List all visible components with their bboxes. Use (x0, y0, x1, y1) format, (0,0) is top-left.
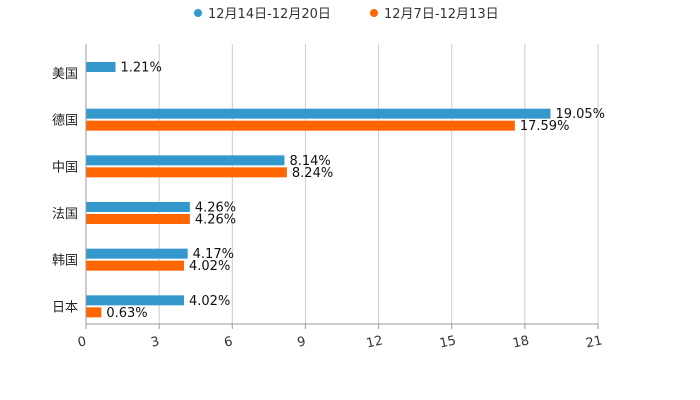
bar-s1-3 (86, 214, 190, 224)
legend-label-1: 12月7日-12月13日 (384, 7, 499, 22)
data-label-s0-0: 1.21% (121, 61, 162, 76)
x-tick-label-12: 12 (365, 333, 384, 351)
x-tick-label-0: 0 (76, 334, 87, 350)
y-category-label-2: 中国 (52, 160, 78, 175)
y-category-label-3: 法国 (52, 207, 78, 222)
x-tick-label-9: 9 (296, 334, 307, 350)
data-label-s1-4: 4.02% (189, 259, 230, 274)
data-label-s0-4: 4.17% (193, 247, 234, 262)
data-label-s0-3: 4.26% (195, 201, 236, 216)
chart-legend: 12月14日-12月20日 12月7日-12月13日 (194, 7, 499, 22)
legend-label-0: 12月14日-12月20日 (208, 7, 331, 22)
y-category-label-1: 德国 (52, 114, 78, 129)
chart-grid (85, 44, 599, 324)
bar-s0-0 (86, 62, 116, 72)
data-label-s1-3: 4.26% (195, 213, 236, 228)
bar-s1-4 (86, 260, 185, 271)
data-label-s0-1: 19.05% (555, 107, 605, 122)
bar-s1-2 (86, 167, 287, 178)
x-tick-label-3: 3 (150, 334, 161, 350)
x-tick-label-21: 21 (584, 333, 603, 351)
bar-s1-5 (86, 307, 102, 318)
data-label-s0-5: 4.02% (189, 294, 230, 309)
x-tick-label-15: 15 (438, 333, 457, 351)
y-category-label-0: 美国 (52, 67, 78, 82)
y-category-label-4: 韩国 (52, 254, 78, 269)
data-label-s0-2: 8.14% (289, 154, 330, 169)
legend-marker-0 (194, 9, 202, 17)
chart-bars (86, 62, 551, 318)
y-category-label-5: 日本 (52, 300, 78, 315)
chart-labels: 美国德国中国法国韩国日本1.21%19.05%8.14%4.26%4.17%4.… (52, 61, 605, 321)
x-tick-label-6: 6 (223, 334, 234, 350)
chart-axes: 0 3 6 9 12 15 18 21 (76, 44, 604, 352)
bar-s0-4 (86, 248, 188, 259)
bar-s0-1 (86, 108, 551, 119)
data-label-s1-2: 8.24% (292, 166, 333, 181)
data-label-s1-1: 17.59% (520, 119, 570, 134)
x-tick-label-18: 18 (511, 333, 530, 351)
bar-s0-5 (86, 295, 185, 306)
bar-s0-2 (86, 155, 285, 166)
legend-marker-1 (370, 9, 378, 17)
bar-s0-3 (86, 202, 190, 212)
bar-s1-1 (86, 120, 515, 131)
data-label-s1-5: 0.63% (106, 306, 147, 321)
